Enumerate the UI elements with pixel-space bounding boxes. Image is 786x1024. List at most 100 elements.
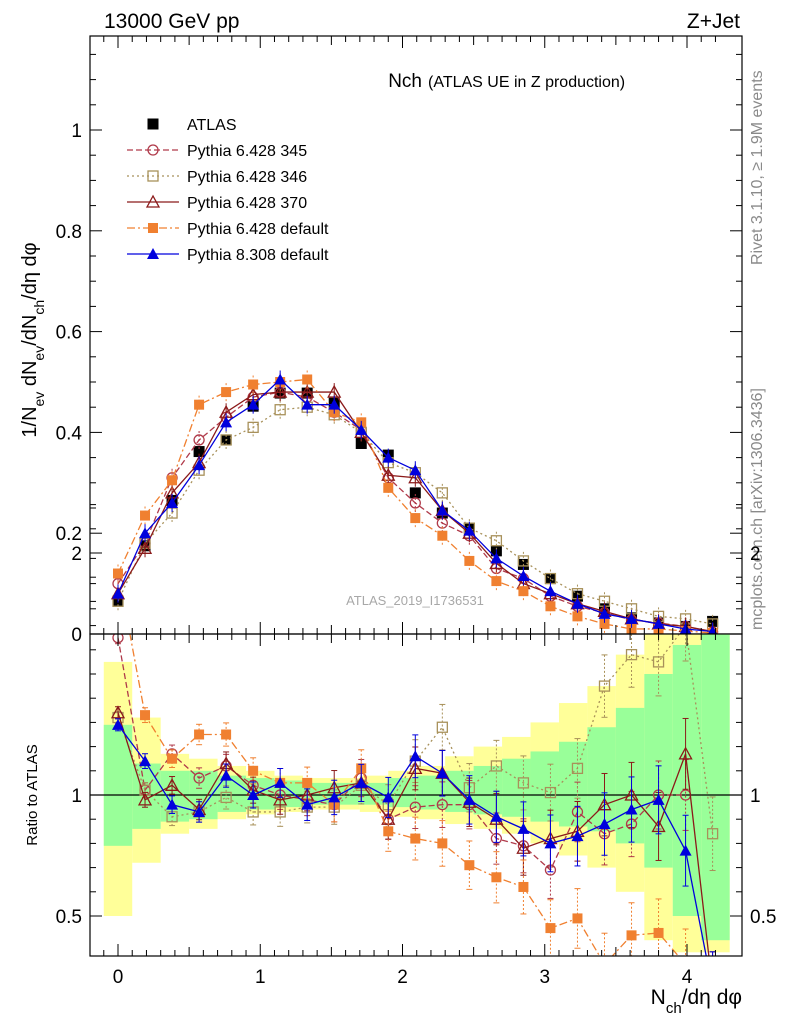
data-point (167, 475, 178, 486)
ratio-point (355, 776, 368, 788)
ratio-point (436, 799, 448, 811)
ratio-point (194, 729, 205, 740)
ratio-uncertainty-band-inner (473, 765, 503, 815)
data-point (518, 586, 529, 597)
data-point (463, 524, 476, 536)
ratio-point (625, 803, 638, 815)
mcplots-label: mcplots.cern.ch [arXiv:1306.3436] (749, 388, 766, 630)
data-point (247, 398, 260, 410)
ratio-point (220, 791, 232, 804)
ratio-point (463, 793, 476, 805)
data-point (598, 607, 611, 619)
analysis-watermark: ATLAS_2019_I1736531 (346, 593, 484, 608)
data-point (301, 398, 314, 410)
data-point (140, 510, 151, 521)
data-point (166, 496, 179, 508)
legend: ATLAS Pythia 6.428 345 Pythia 6.428 346 Pyt… (127, 117, 329, 264)
data-point (408, 470, 423, 484)
rivet-version-label: Rivet 3.1.10, ≥ 1.9M events (749, 70, 766, 265)
ratio-point (164, 777, 180, 791)
data-point (248, 379, 259, 390)
ratio-point (273, 792, 288, 806)
ratio-tick-label: 1 (71, 786, 82, 807)
data-point (437, 530, 448, 541)
data-point (626, 623, 637, 634)
data-point (436, 504, 449, 516)
legend-item-pythia-6-428-370: Pythia 6.428 370 (127, 194, 307, 212)
ratio-point (248, 765, 259, 776)
ratio-point (436, 721, 448, 733)
legend-marker-swatch (147, 118, 159, 130)
data-point (490, 552, 503, 564)
ratio-point (599, 959, 609, 969)
data-point (112, 587, 124, 599)
x-tick-label: 0 (113, 967, 124, 988)
legend-item-pythia-6-428-346: Pythia 6.428 346 (127, 169, 307, 186)
series-pythia-8-308-default (112, 370, 718, 634)
ratio-point (598, 680, 611, 692)
ratio-point (490, 760, 503, 772)
data-point (707, 615, 719, 627)
ratio-point (382, 791, 395, 803)
ratio-point (140, 710, 151, 721)
x-axis-title: Nch/dη dφ (651, 986, 742, 1017)
ratio-point (221, 729, 232, 740)
ratio-uncertainty-band-inner (246, 778, 275, 810)
ratio-point (110, 705, 126, 719)
ratio-point (572, 913, 583, 924)
ratio-point (652, 793, 665, 805)
ratio-point (274, 776, 287, 788)
ratio-point (517, 822, 530, 834)
data-point (137, 540, 153, 554)
ratio-uncertainty-band-inner (587, 727, 616, 832)
data-point (139, 527, 152, 539)
ratio-point (301, 798, 314, 810)
ratio-point (383, 826, 394, 837)
x-tick-label: 2 (397, 967, 408, 988)
ratio-uncertainty-band-inner (302, 782, 332, 805)
legend-label: ATLAS (187, 117, 237, 134)
ratio-point (247, 789, 260, 800)
data-point (599, 618, 610, 629)
ratio-point (625, 648, 638, 661)
ratio-tick-label-right: 0.5 (750, 907, 776, 928)
data-point (382, 451, 395, 463)
ratio-marks (90, 634, 742, 969)
data-point (544, 585, 557, 597)
x-tick-label: 4 (682, 967, 693, 988)
legend-marker-swatch (145, 194, 161, 208)
legend-marker-swatch (147, 170, 159, 182)
ratio-panel: 0.5 0.5 1 1 2 2 0 1 2 3 4 (56, 504, 776, 988)
ratio-uncertainty-band-inner (615, 707, 645, 844)
data-point (273, 384, 288, 398)
legend-label: Pythia 6.428 370 (187, 195, 307, 212)
data-point (517, 555, 530, 567)
ratio-point (328, 791, 341, 803)
data-point (679, 622, 692, 634)
data-point (409, 487, 421, 499)
ratio-point (678, 746, 693, 760)
data-point (247, 421, 259, 434)
ratio-point (112, 718, 124, 730)
ratio-point (706, 828, 719, 840)
ratio-point (517, 777, 530, 789)
legend-item-atlas: ATLAS (147, 117, 237, 134)
legend-item-pythia-6-428-default: Pythia 6.428 default (127, 221, 329, 238)
data-point (328, 398, 341, 410)
ratio-uncertainty-band-inner (416, 775, 446, 810)
y-tick-label: 0.8 (56, 222, 82, 243)
ratio-point (409, 801, 421, 813)
data-point (517, 570, 530, 582)
legend-item-pythia-8-308-default: Pythia 8.308 default (127, 247, 329, 264)
ratio-point (302, 777, 313, 788)
ratio-point (544, 786, 557, 799)
ratio-point (652, 656, 665, 668)
chart-title: Nch (388, 71, 422, 92)
ratio-tick-label: 2 (71, 544, 82, 565)
data-point (193, 434, 205, 446)
data-point (274, 404, 286, 416)
data-point (410, 513, 421, 524)
data-point (355, 437, 367, 449)
data-point (193, 446, 205, 458)
